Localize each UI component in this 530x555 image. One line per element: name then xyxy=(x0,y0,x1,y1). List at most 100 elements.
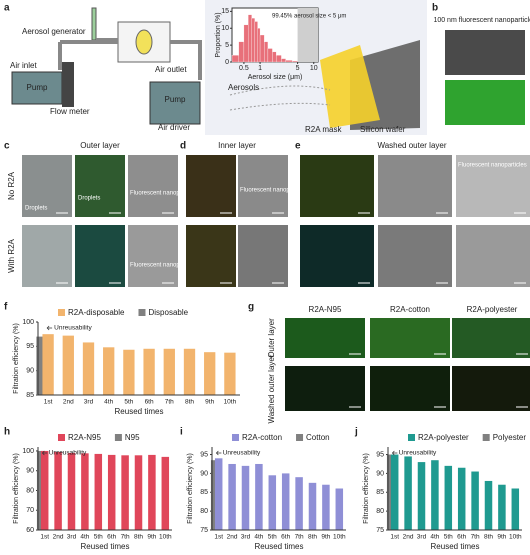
x-tick-label: 2nd xyxy=(63,399,74,406)
panel-label: g xyxy=(248,302,254,313)
image-label: Fluorescent nanoparticles xyxy=(130,191,199,197)
panel-label: i xyxy=(180,427,183,438)
y-tick-label: 75 xyxy=(376,527,384,534)
image xyxy=(370,366,450,411)
bar xyxy=(103,347,115,395)
arrow xyxy=(215,450,222,456)
image xyxy=(22,225,72,287)
image-label: Fluorescent nanoparticles xyxy=(240,188,309,194)
row-label: With R2A xyxy=(7,238,16,272)
x-tick-label: 8th xyxy=(308,534,317,541)
x-tick-label: 3rd xyxy=(84,399,94,406)
panel-label: e xyxy=(295,141,301,152)
bar xyxy=(214,458,223,530)
y-axis-label: Filtration efficiency (%) xyxy=(13,453,20,524)
legend-label: Disposable xyxy=(148,308,188,317)
image xyxy=(378,225,452,287)
bar xyxy=(62,335,74,395)
bar xyxy=(276,55,282,63)
x-axis-label: Aerosol size (μm) xyxy=(248,74,303,81)
schematic-label: Pump xyxy=(27,83,48,92)
flow-meter xyxy=(62,62,74,107)
bar xyxy=(295,477,303,530)
image xyxy=(452,366,530,411)
x-tick-label: 7th xyxy=(165,399,174,406)
legend-swatch xyxy=(408,434,415,441)
y-tick-label: 100 xyxy=(22,448,34,455)
y-tick-label: 80 xyxy=(26,487,34,494)
bar xyxy=(42,334,54,395)
bar xyxy=(123,349,135,395)
column-label: R2A-cotton xyxy=(390,305,430,314)
bar xyxy=(107,454,116,530)
legend-swatch xyxy=(58,309,65,316)
x-tick-label: 10th xyxy=(333,534,346,541)
x-tick-label: 7th xyxy=(295,534,304,541)
schematic-label: Silicon wafer xyxy=(360,125,406,134)
bar xyxy=(248,14,252,63)
bar xyxy=(241,465,250,530)
legend-swatch xyxy=(232,434,239,441)
image xyxy=(445,80,525,125)
image xyxy=(75,225,125,287)
bar xyxy=(254,21,258,63)
bar xyxy=(281,58,286,63)
panel-label: h xyxy=(4,427,10,438)
x-tick-label: 4th xyxy=(80,534,89,541)
x-tick-label: 8th xyxy=(484,534,493,541)
image xyxy=(300,225,374,287)
shaded-region xyxy=(297,8,318,62)
x-tick-label: 1st xyxy=(40,534,49,541)
x-tick-label: 10 xyxy=(310,65,318,72)
bar xyxy=(471,471,479,530)
bar xyxy=(386,454,395,530)
panel-label: b xyxy=(432,3,438,14)
x-tick-label: 5th xyxy=(94,534,103,541)
tubes xyxy=(58,38,202,80)
schematic-label: Aerosol generator xyxy=(22,27,86,36)
y-tick-label: 95 xyxy=(200,451,208,458)
y-axis-label: Filtration efficiency (%) xyxy=(13,323,20,394)
bar xyxy=(285,60,293,63)
schematic-label: Air outlet xyxy=(155,65,187,74)
y-tick-label: 90 xyxy=(376,470,384,477)
image xyxy=(456,225,530,287)
pump-box xyxy=(11,71,63,105)
schematic-label: Air driver xyxy=(158,123,190,132)
bar xyxy=(322,484,330,530)
x-tick-label: 6th xyxy=(145,399,154,406)
bar xyxy=(134,455,143,530)
bar xyxy=(251,17,256,63)
r2a-mask xyxy=(320,45,380,128)
panel-label: c xyxy=(4,141,10,152)
image xyxy=(22,155,72,217)
panel-label: a xyxy=(4,3,10,14)
bar xyxy=(94,453,103,530)
y-axis-label: Filtration efficiency (%) xyxy=(363,453,370,524)
legend-swatch xyxy=(138,309,146,316)
x-axis-label: Reused times xyxy=(255,542,304,551)
x-tick-label: 7th xyxy=(121,534,130,541)
image-label: Fluorescent nanoparticles xyxy=(130,263,199,269)
x-tick-label: 7th xyxy=(471,534,480,541)
image xyxy=(452,318,530,358)
x-axis-label: Reused times xyxy=(431,542,480,551)
bar xyxy=(257,28,261,63)
bar xyxy=(148,454,156,530)
driver-box xyxy=(149,81,201,125)
bar xyxy=(498,484,506,530)
x-tick-label: 10th xyxy=(224,399,237,406)
y-tick-label: 80 xyxy=(200,508,208,515)
x-tick-label: 6th xyxy=(457,534,466,541)
y-tick-label: 0 xyxy=(225,59,229,66)
bar xyxy=(210,460,219,530)
image xyxy=(300,155,374,217)
bar xyxy=(81,453,89,530)
row-label: Outer layer xyxy=(267,318,276,358)
bar xyxy=(36,336,48,395)
panel-title: Outer layer xyxy=(80,141,120,150)
annotation: Unreusability xyxy=(54,325,92,332)
image xyxy=(370,318,450,358)
panel-title: 100 nm fluorescent nanoparticles xyxy=(433,17,530,24)
row-label: No R2A xyxy=(7,171,16,200)
